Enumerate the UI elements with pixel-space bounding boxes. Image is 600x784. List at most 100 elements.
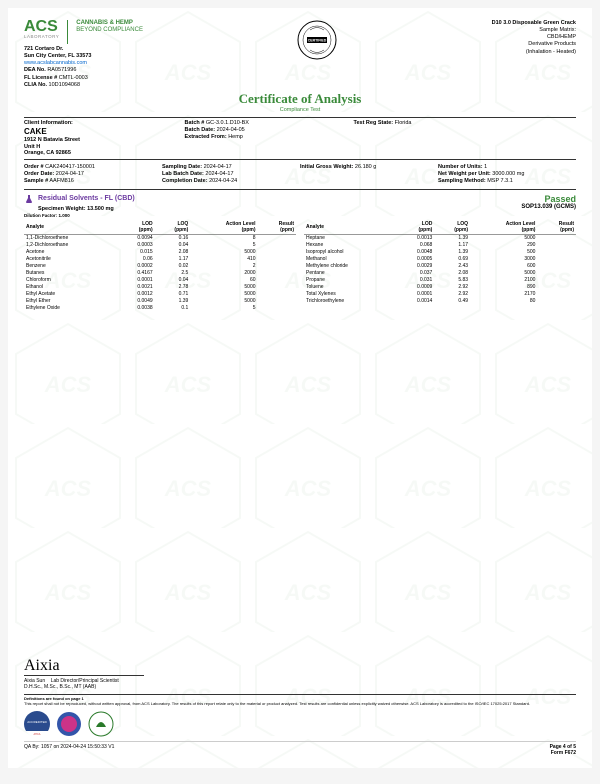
- analyte-name: Ethyl Acetate: [24, 291, 116, 298]
- result-val: [537, 298, 576, 305]
- loq-val: 1.39: [434, 249, 470, 256]
- accred-icon-2: [56, 711, 82, 737]
- dilution: Dilution Factor: 1.000: [24, 213, 576, 218]
- acs-logo-text: ACS LABORATORY: [24, 20, 59, 39]
- analyte-name: Chloroform: [24, 277, 116, 284]
- lod-val: 0.0021: [116, 284, 154, 291]
- table-row: Isopropyl alcohol0.00481.39500: [304, 249, 576, 256]
- section-head: Residual Solvents - FL (CBD) Passed: [24, 194, 576, 204]
- spec-weight: Specimen Weight: 13.500 mg: [38, 206, 114, 212]
- action-val: 5000: [470, 270, 537, 277]
- acs-sub: LABORATORY: [24, 34, 59, 39]
- section-title: Residual Solvents - FL (CBD): [38, 195, 135, 202]
- loq-val: 5.83: [434, 277, 470, 284]
- loq-val: 0.04: [155, 277, 191, 284]
- lod-val: 0.0001: [116, 277, 154, 284]
- header-right: D10 3.0 Disposable Green Crack Sample Ma…: [492, 20, 576, 56]
- result-val: [258, 242, 296, 249]
- batch-v2: 2024-04-05: [217, 127, 245, 133]
- lab-url[interactable]: www.acslabcannabis.com: [24, 60, 87, 66]
- result-val: [537, 234, 576, 242]
- header-left: ACS LABORATORY CANNABIS & HEMP BEYOND CO…: [24, 20, 143, 89]
- deriv: Derivative Products: [492, 41, 576, 48]
- result-val: [258, 234, 296, 242]
- loq-val: 2.78: [155, 284, 191, 291]
- result-val: [258, 277, 296, 284]
- meta-gross: Initial Gross Weight: 26.180 g: [300, 164, 438, 171]
- meta-net: Net Weight per Unit: 3000.000 mg: [438, 171, 576, 178]
- matrix-line: Sample Matrix:: [492, 27, 576, 34]
- page-info: Page 4 of 5 Form F672: [550, 744, 576, 756]
- table-row: Methanol0.00050.693000: [304, 256, 576, 263]
- analyte-name: Hexane: [304, 242, 396, 249]
- lod-val: 0.031: [396, 277, 435, 284]
- table-row: Ethyl Acetate0.00120.715000: [24, 291, 296, 298]
- lod-val: 0.037: [396, 270, 435, 277]
- result-val: [537, 242, 576, 249]
- loq-val: 2.08: [155, 249, 191, 256]
- col-result: Result(ppm): [258, 220, 296, 235]
- table-row: Ethylene Oxide0.00380.15: [24, 305, 296, 312]
- cert-title: Certificate of Analysis: [24, 91, 576, 107]
- clia-val: 10D1094068: [49, 82, 81, 88]
- meta-sampling: Sampling Date: 2024-04-17: [162, 164, 300, 171]
- lod-val: 0.0009: [396, 284, 435, 291]
- meta-method: Sampling Method: MSP 7.3.1: [438, 178, 576, 185]
- col-lod: LOD(ppm): [116, 220, 154, 235]
- client-label: Client Information:: [24, 120, 80, 127]
- qa-by: QA By: 1057 on 2024-04-24 15:50:33 V1: [24, 744, 114, 756]
- analyte-name: Toluene: [304, 284, 396, 291]
- lod-val: 0.0013: [396, 234, 435, 242]
- action-val: 5: [190, 305, 257, 312]
- table-right: Analyte LOD(ppm) LOQ(ppm) Action Level(p…: [304, 220, 576, 305]
- loq-val: 1.17: [155, 256, 191, 263]
- action-val: 3000: [470, 256, 537, 263]
- client-name: CAKE: [24, 127, 80, 137]
- lod-val: 0.0014: [396, 298, 435, 305]
- result-val: [258, 263, 296, 270]
- fl-val: CMTL-0003: [59, 75, 88, 81]
- loq-val: 2.08: [434, 270, 470, 277]
- lod-val: 0.0001: [396, 291, 435, 298]
- dea-val: RA0571996: [47, 67, 76, 73]
- col-action: Action Level(ppm): [190, 220, 257, 235]
- action-val: 60: [190, 277, 257, 284]
- client-addr3: Orange, CA 92865: [24, 150, 80, 157]
- header: ACS LABORATORY CANNABIS & HEMP BEYOND CO…: [24, 20, 576, 89]
- svg-text:AHCA: AHCA: [34, 733, 41, 736]
- result-val: [537, 263, 576, 270]
- loq-val: 0.04: [155, 242, 191, 249]
- analyte-name: Acetonitrile: [24, 256, 116, 263]
- sop: SOP13.039 (GCMS): [521, 204, 576, 213]
- analyte-name: Methanol: [304, 256, 396, 263]
- action-val: 890: [470, 284, 537, 291]
- col-loq-r: LOQ(ppm): [434, 220, 470, 235]
- meta-completion: Completion Date: 2024-04-24: [162, 178, 300, 185]
- analyte-name: Ethanol: [24, 284, 116, 291]
- loq-val: 0.16: [155, 234, 191, 242]
- analyte-name: 1,2-Dichloroethane: [24, 242, 116, 249]
- result-val: [258, 256, 296, 263]
- dea-lbl: DEA No.: [24, 67, 46, 73]
- tagline-1: CANNABIS & HEMP: [76, 20, 143, 27]
- table-row: 1,2-Dichloroethane0.00030.045: [24, 242, 296, 249]
- footer: Aixia Aixia Sun Lab Director/Principal S…: [24, 657, 576, 756]
- result-val: [258, 249, 296, 256]
- loq-val: 0.1: [155, 305, 191, 312]
- meta-grid: Order # CAK240417-150001 Sampling Date: …: [24, 162, 576, 187]
- action-val: 5000: [470, 234, 537, 242]
- table-row: Acetone0.0152.085000: [24, 249, 296, 256]
- col-loq: LOQ(ppm): [155, 220, 191, 235]
- flask-icon: [24, 194, 34, 204]
- lod-val: 0.0002: [116, 263, 154, 270]
- meta-empty2: [300, 178, 438, 185]
- analyte-name: Total Xylenes: [304, 291, 396, 298]
- divider-3: [24, 189, 576, 190]
- table-row: Ethanol0.00212.785000: [24, 284, 296, 291]
- meta-units: Number of Units: 1: [438, 164, 576, 171]
- client-addr1: 1912 N Batavia Street: [24, 137, 80, 144]
- analyte-name: Benzene: [24, 263, 116, 270]
- table-row: Pentane0.0372.085000: [304, 270, 576, 277]
- lod-val: 0.0012: [116, 291, 154, 298]
- passed-label: Passed: [544, 194, 576, 204]
